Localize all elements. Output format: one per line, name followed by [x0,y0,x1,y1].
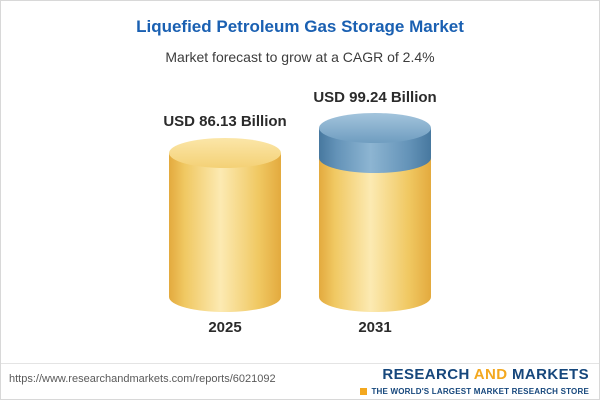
bar-2031-base-segment [319,158,431,312]
footer-divider [1,363,599,364]
logo-word-research: RESEARCH [382,366,470,383]
logo-word-and: AND [473,366,508,383]
chart-subtitle: Market forecast to grow at a CAGR of 2.4… [165,49,435,65]
chart-title: Liquefied Petroleum Gas Storage Market [136,17,464,36]
category-label-2031: 2031 [358,319,392,336]
bar-2025 [169,138,281,314]
source-url: https://www.researchandmarkets.com/repor… [9,373,276,385]
bar-2031 [319,113,431,314]
logo-tagline: THE WORLD'S LARGEST MARKET RESEARCH STOR… [360,387,589,396]
logo-square-icon [360,387,368,395]
category-label-2025: 2025 [208,319,242,336]
research-and-markets-logo: RESEARCH AND MARKETS THE WORLD'S LARGEST… [360,366,589,396]
logo-wordmark: RESEARCH AND MARKETS [360,366,589,384]
bar-2025-body [169,153,281,312]
bar-2025-cap [169,138,281,168]
value-label-2025: USD 86.13 Billion [163,113,287,130]
logo-tagline-text: THE WORLD'S LARGEST MARKET RESEARCH STOR… [371,386,589,396]
logo-word-markets: MARKETS [512,366,589,383]
bar-2031-growth-cap [319,113,431,143]
value-label-2031: USD 99.24 Billion [313,89,437,106]
